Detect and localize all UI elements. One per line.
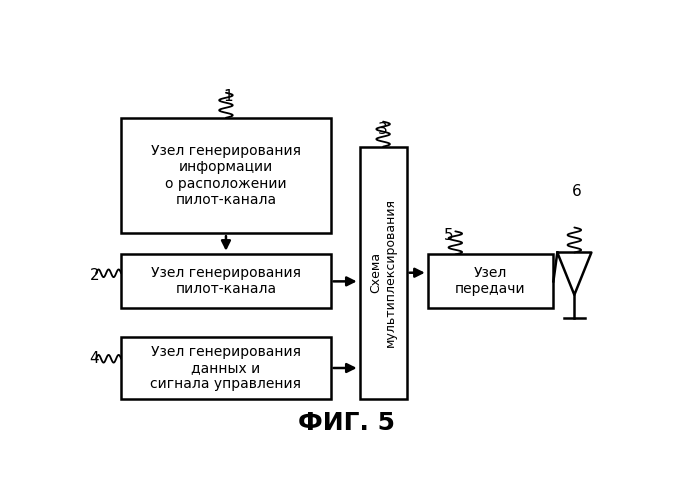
Text: 5: 5 [444,228,454,243]
Text: 6: 6 [572,184,582,198]
Text: 4: 4 [89,351,99,366]
Text: 3: 3 [379,122,388,137]
FancyBboxPatch shape [121,118,331,233]
Text: Схема
мультиплексирования: Схема мультиплексирования [369,198,397,347]
Text: 2: 2 [89,268,99,283]
FancyBboxPatch shape [360,146,407,399]
FancyBboxPatch shape [428,254,554,308]
Text: Узел
передачи: Узел передачи [455,266,526,296]
Text: Узел генерирования
пилот-канала: Узел генерирования пилот-канала [151,266,301,296]
Text: 1: 1 [224,90,233,104]
Text: ФИГ. 5: ФИГ. 5 [298,412,395,436]
FancyBboxPatch shape [121,337,331,399]
Text: Узел генерирования
информации
о расположении
пилот-канала: Узел генерирования информации о располож… [151,144,301,207]
FancyBboxPatch shape [121,254,331,308]
Text: Узел генерирования
данных и
сигнала управления: Узел генерирования данных и сигнала упра… [151,345,301,391]
